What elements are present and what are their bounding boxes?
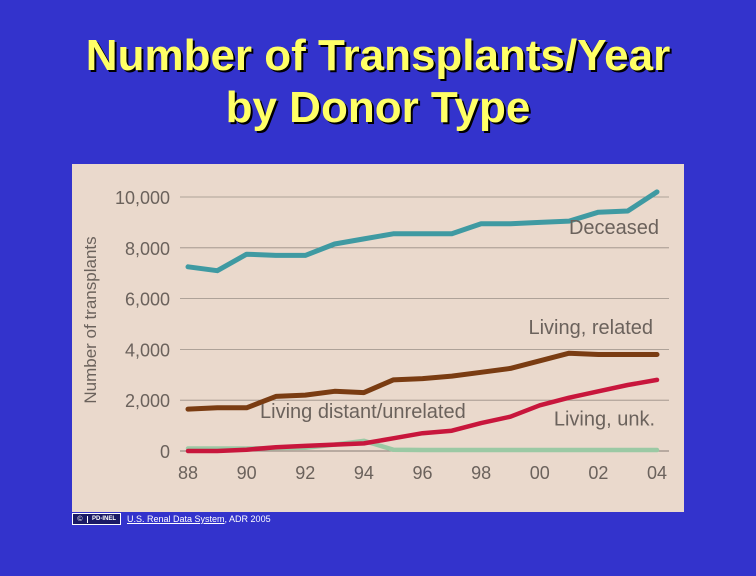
series-line-0: [185, 189, 660, 274]
x-tick-label: 00: [530, 463, 550, 483]
series-label: Living, unk.: [554, 409, 655, 431]
source-citation-rest: , ADR 2005: [224, 514, 271, 524]
x-tick-label: 98: [471, 463, 491, 483]
y-axis-label: Number of transplants: [81, 236, 100, 403]
x-tick-label: 02: [588, 463, 608, 483]
series-label: Deceased: [569, 217, 659, 239]
license-badge: © PD-INEL: [72, 513, 121, 525]
copyright-icon: ©: [73, 515, 88, 523]
title-line-2: by Donor Type: [225, 83, 531, 132]
y-tick-label: 10,000: [115, 188, 170, 208]
series-line-3: [185, 377, 660, 454]
x-tick-label: 94: [354, 463, 374, 483]
source-citation: U.S. Renal Data System, ADR 2005: [127, 514, 271, 524]
license-badge-label: PD-INEL: [92, 516, 116, 522]
series-label: Living distant/unrelated: [260, 401, 466, 423]
slide-title: Number of Transplants/Year by Donor Type: [0, 30, 756, 134]
series-label: Living, related: [528, 317, 653, 339]
x-tick-label: 88: [178, 463, 198, 483]
chart-panel: 10,000 8,000 6,000 4,000 2,000 0 88 90 92 94 96 98 0…: [72, 164, 684, 512]
x-tick-label: 96: [412, 463, 432, 483]
x-tick-label: 04: [647, 463, 667, 483]
x-tick-label: 90: [237, 463, 257, 483]
source-link[interactable]: U.S. Renal Data System: [127, 514, 225, 524]
y-tick-label: 4,000: [125, 340, 170, 360]
y-tick-label: 2,000: [125, 391, 170, 411]
y-tick-label: 0: [160, 442, 170, 462]
y-tick-label: 6,000: [125, 290, 170, 310]
y-tick-label: 8,000: [125, 239, 170, 259]
line-chart: 10,000 8,000 6,000 4,000 2,000 0 88 90 92 94 96 98 0…: [81, 188, 669, 483]
series-line-1: [185, 350, 660, 412]
source-footer: © PD-INEL U.S. Renal Data System, ADR 20…: [72, 513, 271, 525]
title-line-1: Number of Transplants/Year: [85, 31, 671, 80]
x-tick-label: 92: [295, 463, 315, 483]
